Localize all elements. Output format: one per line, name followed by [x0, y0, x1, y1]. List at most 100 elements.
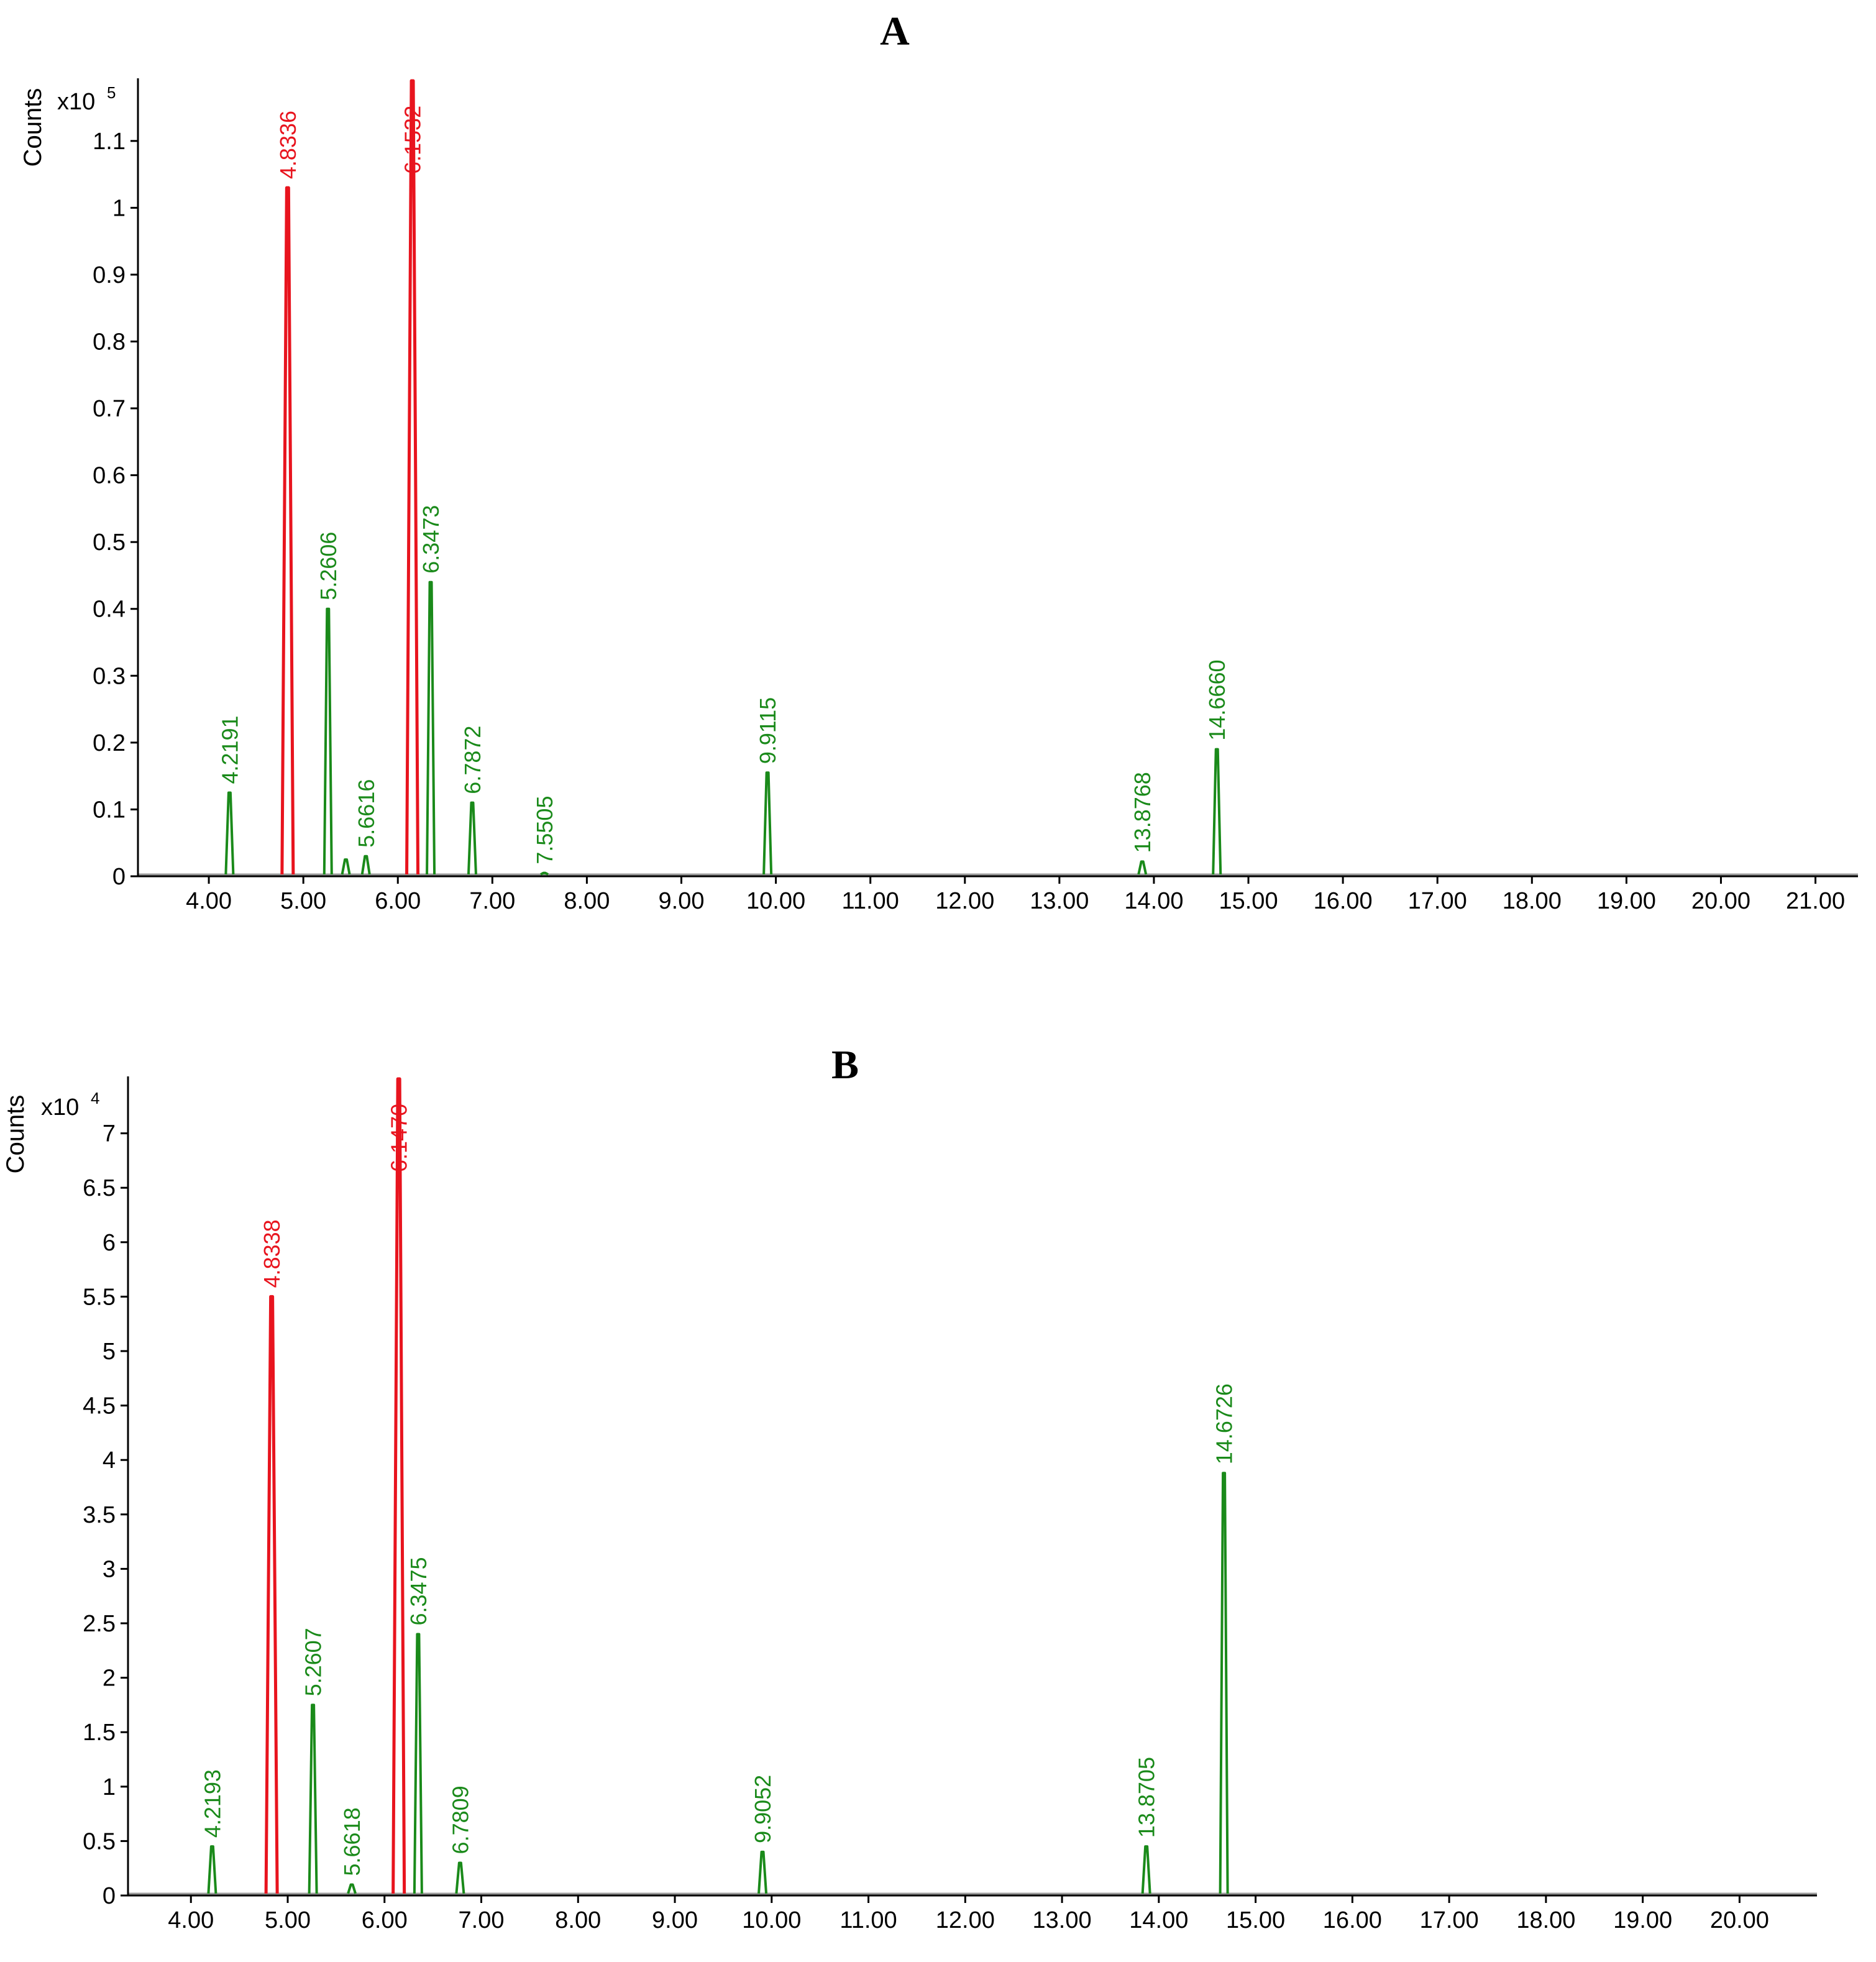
panel-b-peak-label: 6.3475 — [406, 1557, 431, 1625]
panel-b-peak-label: 6.1470 — [387, 1104, 412, 1172]
panel-b-peak-label: 5.2607 — [301, 1628, 326, 1696]
panel-b-y-tick-label: 5.5 — [83, 1284, 116, 1310]
panel-a-peak-label: 6.7872 — [460, 726, 485, 794]
panel-a-peak — [762, 771, 773, 875]
panel-a-peak — [1137, 860, 1148, 875]
panel-b-x-tick-label: 9.00 — [652, 1907, 698, 1933]
panel-a-x-tick-label: 12.00 — [935, 888, 994, 914]
panel-a-peak-label: 6.3473 — [418, 505, 444, 574]
panel-b-peak — [347, 1883, 357, 1894]
panel-b-peak-label: 4.2193 — [199, 1769, 225, 1838]
panel-a-x-tick-label: 19.00 — [1597, 888, 1656, 914]
panel-b-x-tick-label: 14.00 — [1129, 1907, 1188, 1933]
panel-b-highlight-peak — [264, 1295, 279, 1894]
panel-b-y-tick-label: 2 — [103, 1666, 116, 1692]
panel-b-x-tick-label: 20.00 — [1710, 1907, 1769, 1933]
panel-b-peak-label: 13.8705 — [1134, 1757, 1160, 1838]
panel-b-y-tick-label: 5 — [103, 1339, 116, 1365]
panel-a-y-tick-label: 0.5 — [93, 529, 126, 556]
panel-a-peak-label: 6.1532 — [400, 106, 426, 174]
panel-a-y-tick-label: 0.3 — [93, 663, 126, 689]
panel-a-x-tick-label: 18.00 — [1503, 888, 1562, 914]
panel-b-y-tick-label: 4 — [103, 1447, 116, 1474]
panel-a-peak-label: 14.6660 — [1204, 659, 1230, 740]
panel-b-y-tick-label: 4.5 — [83, 1393, 116, 1419]
panel-b-x-tick-label: 5.00 — [265, 1907, 311, 1933]
panel-b-peak — [1141, 1845, 1151, 1894]
panel-a-y-exponent: 5 — [107, 83, 116, 102]
panel-a-peak-label: 4.2191 — [217, 715, 242, 784]
panel-b-y-multiplier: x10 — [41, 1094, 79, 1121]
panel-a-x-tick-label: 4.00 — [186, 888, 232, 914]
panel-b-y-tick-label: 3.5 — [83, 1502, 116, 1528]
panel-b-x-tick-label: 4.00 — [168, 1907, 214, 1933]
panel-a-y-tick-label: 1.1 — [93, 129, 126, 155]
panel-a-y-tick-label: 0.2 — [93, 730, 126, 756]
panel-a-peak-label: 13.8768 — [1130, 772, 1155, 853]
panel-a-x-tick-label: 7.00 — [469, 888, 515, 914]
panel-a-y-tick-label: 0.8 — [93, 329, 126, 355]
panel-a-plot: 0 0.1 0.2 0.3 0.4 0.5 0.6 0.7 0.8 0.9 1 1.1 4.00 5.00… — [93, 78, 1858, 914]
panel-a-y-tick-label: 0.6 — [93, 463, 126, 489]
panel-a-y-tick-label: 0.1 — [93, 797, 126, 823]
panel-b-y-tick-label: 1 — [103, 1774, 116, 1800]
panel-a-y-multiplier: x10 — [57, 89, 95, 115]
panel-a-x-tick-label: 11.00 — [842, 888, 899, 914]
panel-a-x-tick-label: 13.00 — [1030, 888, 1089, 914]
panel-a-peak-label: 5.6616 — [354, 779, 379, 848]
panel-a-peak — [467, 801, 477, 875]
panel-b-peak — [1219, 1472, 1229, 1894]
panel-a-x-tick-label: 6.00 — [375, 888, 421, 914]
panel-b-peak-label: 9.9052 — [750, 1775, 776, 1843]
panel-b-y-tick-label: 6 — [103, 1230, 116, 1256]
panel-a-peak — [1212, 748, 1222, 875]
panel-b-y-tick-label: 7 — [103, 1121, 116, 1147]
panel-a-y-tick-label: 1 — [112, 195, 126, 221]
panel-a-peak-label: 5.2606 — [316, 532, 341, 600]
panel-a-highlight-peak — [280, 186, 295, 875]
panel-a-y-tick-label: 0.4 — [93, 597, 126, 623]
panel-a-x-tick-label: 17.00 — [1408, 888, 1467, 914]
panel-b-x-tick-label: 10.00 — [742, 1907, 801, 1933]
panel-b-x-tick-label: 16.00 — [1323, 1907, 1382, 1933]
panel-b-y-tick-label: 1.5 — [83, 1720, 116, 1746]
panel-b-x-tick-label: 18.00 — [1516, 1907, 1575, 1933]
panel-a-peak — [323, 607, 333, 875]
panel-a-x-tick-label: 16.00 — [1314, 888, 1373, 914]
panel-a-y-axis-title: Counts — [19, 88, 47, 167]
panel-a-highlight-peak — [405, 79, 420, 875]
panel-a-x-tick-label: 15.00 — [1219, 888, 1278, 914]
panel-a-x-tick-label: 5.00 — [280, 888, 326, 914]
panel-a-x-tick-label: 14.00 — [1124, 888, 1183, 914]
panel-b-y-tick-label: 3 — [103, 1556, 116, 1582]
panel-a-peak — [360, 855, 371, 875]
panel-b-x-tick-label: 7.00 — [459, 1907, 505, 1933]
panel-a-peak-label: 7.5505 — [532, 796, 557, 864]
panel-a-x-tick-label: 9.00 — [659, 888, 705, 914]
panel-a-y-tick-label: 0.9 — [93, 262, 126, 288]
panel-b-peak — [308, 1703, 318, 1894]
panel-b-x-tick-label: 6.00 — [362, 1907, 408, 1933]
panel-b-plot: 0 0.5 1 1.5 2 2.5 3 3.5 4 4.5 5 5.5 6 6.5 7 4.00 5.00 6.0… — [83, 1076, 1817, 1933]
panel-a-peak — [426, 580, 436, 875]
panel-b-label: B — [831, 1042, 859, 1088]
panel-b-x-tick-label: 19.00 — [1613, 1907, 1672, 1933]
panel-b-y-tick-label: 0 — [103, 1883, 116, 1909]
panel-b-x-tick-label: 15.00 — [1226, 1907, 1285, 1933]
panel-a-peak-label: 9.9115 — [755, 697, 780, 764]
panel-b-y-axis-title: Counts — [2, 1095, 29, 1174]
panel-b-peak-label: 4.8338 — [259, 1219, 285, 1288]
panel-a-x-tick-label: 20.00 — [1691, 888, 1750, 914]
panel-b-y-tick-label: 0.5 — [83, 1828, 116, 1854]
panel-b-y-tick-label: 6.5 — [83, 1175, 116, 1201]
panel-b-highlight-peak — [391, 1077, 406, 1894]
panel-b-x-tick-label: 12.00 — [936, 1907, 995, 1933]
panel-b-x-tick-label: 13.00 — [1033, 1907, 1092, 1933]
panel-b-x-tick-label: 11.00 — [840, 1907, 897, 1933]
panel-b-peak-label: 14.6726 — [1212, 1383, 1237, 1464]
panel-a-x-tick-label: 10.00 — [746, 888, 805, 914]
panel-a-peak — [341, 858, 351, 875]
panel-a-y-tick-label: 0.7 — [93, 396, 126, 422]
panel-b-x-tick-label: 8.00 — [555, 1907, 601, 1933]
